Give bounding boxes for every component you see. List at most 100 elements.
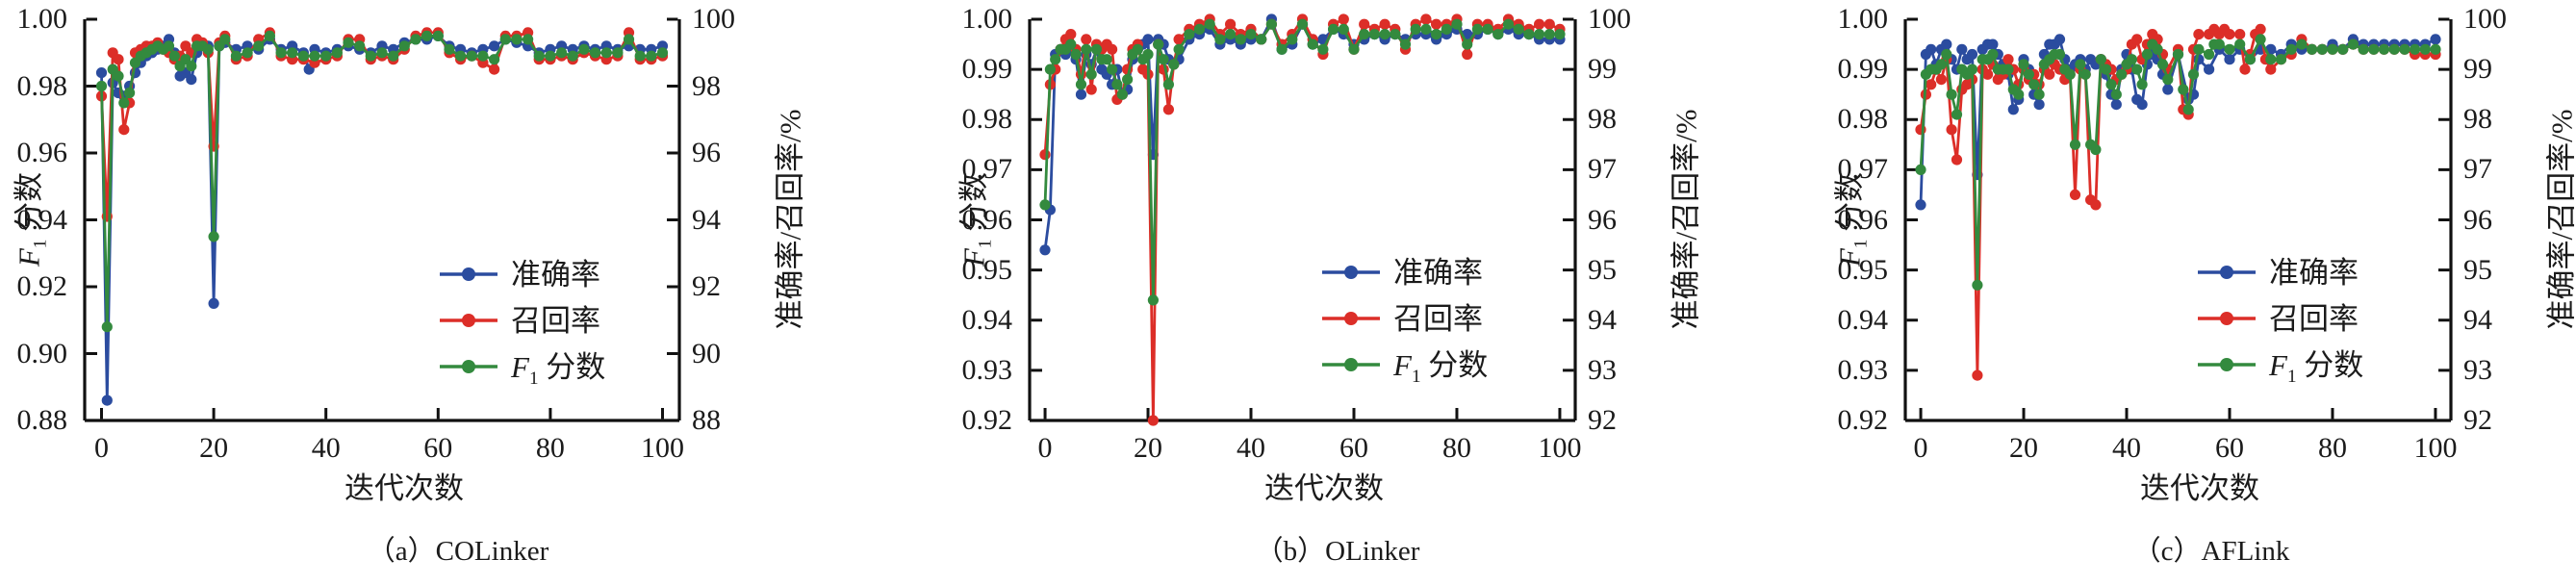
x-axis-label: 迭代次数 — [344, 471, 464, 505]
y-tick-label-right: 94 — [692, 203, 721, 236]
y-tick-label-left: 0.92 — [1837, 404, 1889, 436]
y-tick-label-left: 0.96 — [961, 203, 1013, 236]
x-axis-label: 迭代次数 — [1264, 471, 1384, 505]
y-tick-label-left: 0.88 — [16, 404, 68, 436]
y-tick-label-right: 99 — [2463, 53, 2492, 86]
x-tick-label: 40 — [2112, 432, 2141, 464]
y-tick-label-right: 94 — [1588, 303, 1617, 336]
y-tick-label-right: 95 — [1588, 253, 1617, 286]
x-tick-label: 0 — [1037, 432, 1053, 464]
chart-caption: （c）AFLink — [2132, 536, 2290, 567]
y-tick-label-right: 98 — [1588, 103, 1617, 136]
legend-label-recall: 召回率 — [511, 303, 600, 338]
series-accuracy — [1039, 13, 1566, 256]
legend-marker-recall-icon — [2196, 311, 2257, 326]
y-tick-label-left: 1.00 — [1837, 3, 1889, 35]
legend-item-accuracy: 准确率 — [438, 258, 600, 291]
y-tick-label-right: 94 — [2463, 303, 2492, 336]
y-tick-label-left: 0.97 — [1837, 153, 1889, 186]
panel-plot-0 — [83, 17, 681, 422]
y-tick-label-left: 0.92 — [961, 404, 1013, 436]
legend-marker-f1-icon — [2196, 357, 2257, 372]
legend-item-recall: 召回率 — [1320, 302, 1483, 335]
legend-marker-accuracy-icon — [438, 267, 499, 282]
x-tick-label: 60 — [1339, 432, 1368, 464]
x-tick-label: 60 — [2214, 432, 2244, 464]
f1-label-text: 分数 — [538, 349, 606, 384]
legend-item-f1: F1 分数 — [2196, 348, 2363, 386]
f1-label-text: 分数 — [1420, 347, 1489, 382]
y-tick-label-right: 92 — [1588, 404, 1617, 436]
axis-ticks — [86, 17, 678, 422]
x-axis-label: 迭代次数 — [2140, 471, 2259, 505]
y-tick-label-left: 0.99 — [1837, 53, 1889, 86]
x-tick-label: 100 — [1538, 432, 1582, 464]
f1-subscript: 1 — [2286, 366, 2297, 387]
legend-label-accuracy: 准确率 — [2269, 255, 2359, 290]
y-tick-label-left: 1.00 — [961, 3, 1013, 35]
y-tick-label-left: 0.98 — [961, 103, 1013, 136]
legend-label-accuracy: 准确率 — [1393, 255, 1483, 290]
legend-label-recall: 召回率 — [1393, 301, 1483, 336]
f1-subscript: 1 — [975, 239, 996, 249]
x-tick-label: 40 — [1237, 432, 1265, 464]
y-tick-label-right: 88 — [692, 404, 721, 436]
y-tick-label-right: 90 — [692, 337, 721, 369]
legend-item-accuracy: 准确率 — [1320, 256, 1483, 289]
y-tick-label-left: 0.95 — [961, 253, 1013, 286]
y-tick-label-left: 0.96 — [1837, 203, 1889, 236]
f1-symbol: F — [12, 248, 46, 267]
series-recall — [1915, 23, 2441, 381]
y-tick-label-right: 95 — [2463, 253, 2492, 286]
legend-item-recall: 召回率 — [2196, 302, 2359, 335]
y-tick-label-right: 100 — [2463, 3, 2507, 35]
axes-spines — [1903, 19, 2453, 422]
series-accuracy-line — [1043, 17, 1560, 250]
legend-marker-recall-icon — [1320, 311, 1382, 326]
legend-marker-f1-icon — [1320, 357, 1382, 372]
y-axis-label-right: 准确率/召回率/% — [773, 109, 807, 330]
x-tick-label: 60 — [423, 432, 453, 464]
y-tick-label-left: 0.93 — [1837, 353, 1889, 386]
x-tick-label: 100 — [641, 432, 684, 464]
f1-subscript: 1 — [528, 368, 539, 389]
x-tick-label: 80 — [2317, 432, 2347, 464]
series-f1-line — [1043, 22, 1560, 302]
x-tick-label: 100 — [2413, 432, 2458, 464]
y-tick-label-left: 0.96 — [16, 137, 68, 168]
legend-marker-accuracy-icon — [1320, 265, 1382, 280]
y-tick-label-left: 0.98 — [16, 69, 68, 102]
x-tick-label: 40 — [311, 432, 341, 464]
y-tick-label-right: 92 — [692, 270, 721, 302]
y-axis-label-right: 准确率/召回率/% — [2544, 109, 2576, 330]
x-tick-label: 0 — [93, 432, 109, 464]
legend-item-recall: 召回率 — [438, 304, 600, 337]
y-tick-label-right: 97 — [2463, 153, 2492, 186]
y-tick-label-left: 0.93 — [961, 353, 1013, 386]
y-tick-label-left: 1.00 — [16, 3, 68, 35]
y-tick-label-left: 0.94 — [961, 303, 1013, 336]
f1-symbol: F — [1393, 347, 1412, 382]
legend-label-f1: F1 分数 — [511, 349, 606, 388]
y-tick-label-left: 0.98 — [1837, 103, 1889, 136]
y-tick-label-right: 100 — [1588, 3, 1631, 35]
x-tick-label: 20 — [2009, 432, 2039, 464]
legend-item-f1: F1 分数 — [438, 349, 606, 388]
y-tick-label-right: 96 — [2463, 203, 2492, 236]
y-tick-label-right: 96 — [692, 137, 721, 168]
axes-spines — [1028, 19, 1577, 422]
y-tick-label-left: 0.92 — [16, 270, 68, 302]
x-tick-label: 0 — [1913, 432, 1928, 464]
legend-item-accuracy: 准确率 — [2196, 256, 2359, 289]
legend-item-f1: F1 分数 — [1320, 347, 1489, 386]
f1-subscript: 1 — [1411, 366, 1421, 387]
x-tick-label: 20 — [1134, 432, 1163, 464]
f1-subscript: 1 — [1850, 239, 1872, 249]
y-tick-label-left: 0.99 — [961, 53, 1013, 86]
legend-label-recall: 召回率 — [2269, 301, 2359, 336]
x-tick-label: 80 — [1441, 432, 1471, 464]
legend-label-f1: F1 分数 — [1393, 347, 1489, 386]
y-tick-label-right: 100 — [692, 3, 735, 35]
chart-caption: （a）COLinker — [367, 536, 549, 567]
